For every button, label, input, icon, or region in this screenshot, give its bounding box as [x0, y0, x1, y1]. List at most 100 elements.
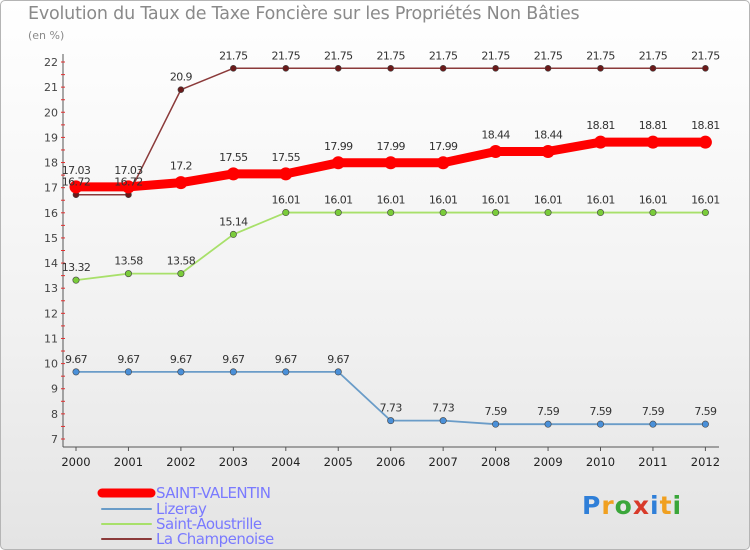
y-tick-label: 16 — [44, 207, 58, 220]
data-label: 17.03 — [114, 164, 143, 177]
data-label: 18.81 — [639, 119, 668, 132]
y-tick-label: 13 — [44, 282, 58, 295]
data-point — [387, 417, 395, 425]
data-label: 16.01 — [272, 194, 301, 207]
data-label: 21.75 — [534, 49, 563, 62]
data-label: 17.55 — [219, 151, 248, 164]
data-label: 21.75 — [429, 49, 458, 62]
data-label: 21.75 — [219, 49, 248, 62]
x-tick-label: 2012 — [691, 455, 720, 469]
data-label: 13.32 — [62, 261, 91, 274]
data-point — [439, 209, 447, 217]
data-label: 9.67 — [222, 353, 245, 366]
data-point — [439, 417, 447, 425]
data-point — [72, 276, 80, 284]
data-label: 13.58 — [114, 255, 143, 268]
data-point — [596, 209, 604, 217]
logo-letter: o — [614, 491, 633, 520]
legend-label-1: Lizeray — [156, 500, 207, 518]
data-label: 7.59 — [694, 405, 717, 418]
data-point — [334, 368, 342, 376]
y-tick-label: 21 — [44, 81, 58, 94]
data-point — [702, 64, 709, 72]
data-point — [124, 270, 132, 278]
data-point — [646, 135, 660, 149]
data-label: 20.9 — [170, 71, 193, 84]
y-tick-label: 9 — [51, 383, 58, 396]
data-point — [544, 64, 552, 72]
logo-letter: r — [601, 491, 615, 520]
x-tick-label: 2011 — [638, 455, 667, 469]
y-tick-label: 14 — [44, 257, 58, 270]
data-point — [649, 420, 657, 428]
data-point — [226, 167, 240, 181]
data-point — [387, 209, 395, 217]
data-point — [282, 368, 290, 376]
data-point — [72, 368, 80, 376]
data-label: 21.75 — [691, 49, 720, 62]
proxiti-logo: Proxiti — [582, 491, 682, 520]
data-label: 16.01 — [429, 194, 458, 207]
data-label: 7.59 — [589, 405, 612, 418]
data-point — [177, 270, 185, 278]
data-label: 21.75 — [272, 49, 301, 62]
data-point — [282, 64, 290, 72]
data-point — [229, 230, 237, 238]
x-tick-label: 2003 — [219, 455, 248, 469]
data-point — [698, 135, 712, 149]
data-label: 7.59 — [485, 405, 508, 418]
data-label: 9.67 — [65, 353, 88, 366]
data-point — [544, 420, 552, 428]
data-point — [279, 167, 293, 181]
logo-letter: i — [650, 491, 660, 520]
y-tick-label: 22 — [44, 56, 58, 69]
x-tick-label: 2010 — [586, 455, 615, 469]
y-tick-label: 20 — [44, 106, 58, 119]
data-label: 16.01 — [639, 194, 668, 207]
data-label: 16.01 — [376, 194, 405, 207]
legend-label-0: SAINT-VALENTIN — [156, 484, 270, 502]
data-label: 9.67 — [170, 353, 193, 366]
data-label: 7.59 — [642, 405, 665, 418]
data-point — [230, 64, 237, 72]
data-point — [334, 209, 342, 217]
data-label: 7.73 — [432, 402, 455, 415]
data-label: 21.75 — [586, 49, 615, 62]
y-tick-label: 8 — [51, 408, 58, 421]
data-point — [541, 144, 555, 158]
data-point — [701, 420, 709, 428]
data-point — [439, 64, 447, 72]
data-label: 21.75 — [481, 49, 510, 62]
data-label: 7.73 — [380, 402, 403, 415]
data-point — [121, 180, 135, 194]
data-label: 17.99 — [324, 140, 353, 153]
data-label: 18.81 — [691, 119, 720, 132]
chart-title: Evolution du Taux de Taxe Foncière sur l… — [28, 4, 580, 24]
data-label: 17.99 — [429, 140, 458, 153]
data-point — [124, 368, 132, 376]
y-tick-label: 15 — [44, 232, 58, 245]
data-label: 16.01 — [324, 194, 353, 207]
data-point — [492, 64, 499, 72]
data-point — [387, 64, 395, 72]
data-label: 15.14 — [219, 215, 248, 228]
logo-letter: t — [659, 491, 673, 520]
x-tick-label: 2006 — [376, 455, 405, 469]
x-tick-label: 2008 — [481, 455, 510, 469]
data-label: 18.44 — [481, 128, 510, 141]
y-tick-label: 10 — [44, 358, 58, 371]
data-point — [177, 86, 185, 93]
x-tick-label: 2001 — [114, 455, 143, 469]
legend-label-2: Saint-Aoustrille — [156, 515, 262, 533]
data-point — [331, 156, 345, 170]
data-point — [594, 135, 607, 149]
y-tick-label: 12 — [44, 307, 58, 320]
data-label: 21.75 — [324, 49, 353, 62]
logo-letter: P — [582, 491, 602, 520]
data-label: 16.01 — [481, 194, 510, 207]
legend-label-3: La Champenoise — [156, 530, 274, 548]
data-point — [282, 209, 290, 217]
data-point — [596, 420, 604, 428]
y-tick-label: 17 — [44, 182, 58, 195]
data-point — [69, 180, 83, 194]
